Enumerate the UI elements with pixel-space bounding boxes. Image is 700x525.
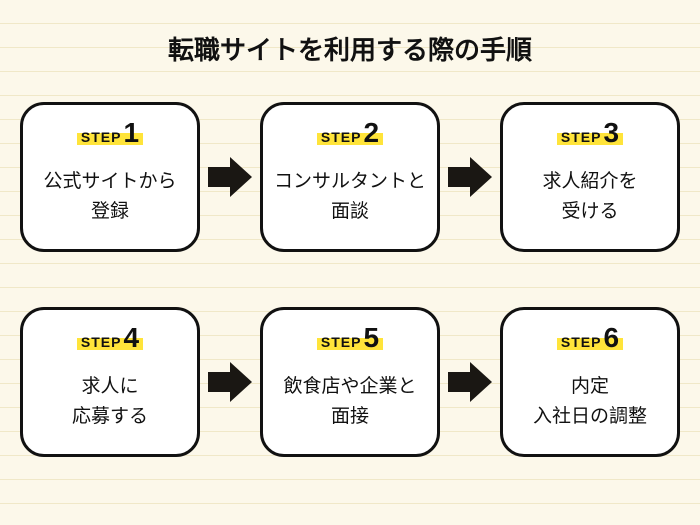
step-card-4: STEP 4 求人に 応募する (20, 307, 200, 457)
step-number: 2 (364, 119, 380, 147)
step-label: STEP 2 (317, 119, 383, 149)
step-card-3: STEP 3 求人紹介を 受ける (500, 102, 680, 252)
step-card-5: STEP 5 飲食店や企業と 面接 (260, 307, 440, 457)
step-word: STEP (321, 129, 362, 145)
step-label: STEP 5 (317, 324, 383, 354)
step-label: STEP 3 (557, 119, 623, 149)
step-text: 内定 入社日の調整 (533, 364, 647, 440)
step-word: STEP (561, 129, 602, 145)
arrow-right-icon (448, 157, 492, 197)
flow-rows: STEP 1 公式サイトから 登録 STEP 2 コンサルタントと 面談 STE… (20, 102, 680, 457)
step-label: STEP 1 (77, 119, 143, 149)
step-number: 3 (604, 119, 620, 147)
flow-row-1: STEP 1 公式サイトから 登録 STEP 2 コンサルタントと 面談 STE… (20, 102, 680, 252)
arrow-right-icon (208, 157, 252, 197)
step-text: 飲食店や企業と 面接 (283, 364, 416, 440)
step-word: STEP (561, 334, 602, 350)
flow-row-2: STEP 4 求人に 応募する STEP 5 飲食店や企業と 面接 STEP 6… (20, 307, 680, 457)
step-number: 6 (604, 324, 620, 352)
step-word: STEP (81, 129, 122, 145)
step-text: 公式サイトから 登録 (43, 159, 176, 235)
step-number: 4 (124, 324, 140, 352)
step-card-6: STEP 6 内定 入社日の調整 (500, 307, 680, 457)
step-label: STEP 6 (557, 324, 623, 354)
arrow-right-icon (208, 362, 252, 402)
arrow-right-icon (448, 362, 492, 402)
step-word: STEP (321, 334, 362, 350)
step-card-1: STEP 1 公式サイトから 登録 (20, 102, 200, 252)
step-number: 5 (364, 324, 380, 352)
step-label: STEP 4 (77, 324, 143, 354)
step-card-2: STEP 2 コンサルタントと 面談 (260, 102, 440, 252)
step-text: 求人に 応募する (72, 364, 148, 440)
page-title: 転職サイトを利用する際の手順 (168, 30, 532, 67)
step-text: コンサルタントと 面談 (274, 159, 426, 235)
step-word: STEP (81, 334, 122, 350)
step-number: 1 (124, 119, 140, 147)
step-text: 求人紹介を 受ける (542, 159, 637, 235)
